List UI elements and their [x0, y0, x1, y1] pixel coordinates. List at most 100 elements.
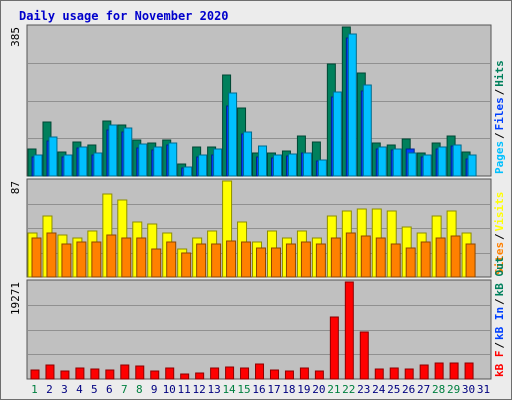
legend-kb-f: kB F — [493, 351, 506, 378]
bar-sites — [136, 237, 147, 278]
bar-sites — [285, 243, 296, 278]
day-label: 20 — [312, 383, 325, 396]
max-label: 19271 — [9, 282, 22, 315]
bar-kbytes — [150, 370, 160, 380]
bar-pages — [317, 159, 327, 177]
day-label: 22 — [342, 383, 355, 396]
bar-kbytes — [135, 365, 145, 380]
bar-sites — [390, 243, 401, 278]
day-label: 30 — [462, 383, 475, 396]
bar-kbytes — [359, 331, 369, 380]
legend-visits: Visits — [493, 192, 506, 232]
panel-3 — [26, 279, 492, 380]
label-separator: / — [493, 132, 506, 139]
bar-sites — [241, 241, 252, 278]
bar-kbytes — [464, 362, 474, 380]
bar-kbytes — [269, 369, 279, 380]
bar-kbytes — [404, 368, 414, 380]
bar-kbytes — [30, 369, 40, 380]
chart-title: Daily usage for November 2020 — [19, 9, 229, 23]
bar-sites — [121, 237, 132, 278]
bar-kbytes — [165, 367, 175, 380]
bar-kbytes — [75, 367, 85, 380]
bar-kbytes — [329, 316, 339, 380]
legend-sites: Sites — [493, 242, 506, 275]
bar-pages — [332, 91, 342, 177]
bar-kbytes — [434, 362, 444, 380]
day-label: 2 — [46, 383, 53, 396]
bar-pages — [362, 84, 372, 177]
bar-kbytes — [105, 369, 115, 380]
bar-kbytes — [180, 373, 190, 380]
day-label: 6 — [106, 383, 113, 396]
max-label: 87 — [9, 181, 22, 194]
day-label: 23 — [357, 383, 370, 396]
bar-pages — [467, 154, 477, 177]
day-label: 28 — [432, 383, 445, 396]
bar-pages — [78, 146, 88, 177]
bar-sites — [360, 235, 371, 278]
bar-pages — [243, 131, 253, 177]
bar-kbytes — [60, 370, 70, 380]
bar-pages — [33, 154, 43, 177]
bar-pages — [48, 136, 58, 177]
bar-sites — [226, 240, 237, 278]
bar-kbytes — [45, 364, 55, 380]
bar-pages — [452, 144, 462, 177]
bar-kbytes — [314, 370, 324, 380]
bar-sites — [315, 243, 326, 278]
label-separator: / — [493, 88, 506, 95]
legend-kb-in: kB In — [493, 307, 506, 340]
bar-pages — [287, 153, 297, 177]
bar-pages — [228, 92, 238, 177]
legend-pages: Pages — [493, 141, 506, 174]
bar-sites — [211, 243, 222, 278]
bar-sites — [405, 247, 416, 278]
day-label: 11 — [178, 383, 191, 396]
max-label: 385 — [9, 27, 22, 47]
bar-kbytes — [449, 362, 459, 380]
bar-sites — [46, 232, 57, 278]
label-separator: / — [493, 233, 506, 240]
day-label: 7 — [121, 383, 128, 396]
day-label: 17 — [267, 383, 280, 396]
bar-sites — [375, 237, 386, 278]
bar-pages — [198, 154, 208, 177]
day-label: 18 — [282, 383, 295, 396]
bar-kbytes — [374, 368, 384, 380]
bar-sites — [330, 237, 341, 278]
bar-kbytes — [344, 281, 354, 380]
day-label: 15 — [237, 383, 250, 396]
bar-pages — [153, 146, 163, 177]
bar-sites — [76, 241, 87, 278]
bar-pages — [123, 127, 133, 177]
bar-kbytes — [90, 368, 100, 380]
bar-sites — [300, 241, 311, 278]
day-label: 8 — [136, 383, 143, 396]
bar-pages — [272, 154, 282, 177]
bar-pages — [168, 142, 178, 177]
day-label: 29 — [447, 383, 460, 396]
day-label: 13 — [207, 383, 220, 396]
bar-kbytes — [389, 367, 399, 380]
legend-hits: Hits — [493, 60, 506, 87]
bar-pages — [377, 146, 387, 177]
day-label: 19 — [297, 383, 310, 396]
bar-pages — [63, 154, 73, 177]
bar-pages — [407, 152, 417, 177]
legend-kb-out: kB Out — [493, 257, 506, 297]
bar-kbytes — [195, 372, 205, 380]
bar-sites — [450, 235, 461, 278]
bar-sites — [106, 234, 117, 278]
day-label: 16 — [252, 383, 265, 396]
bar-sites — [181, 252, 192, 278]
bar-pages — [138, 143, 148, 177]
day-label: 9 — [151, 383, 158, 396]
bar-kbytes — [120, 364, 130, 380]
bar-sites — [196, 243, 207, 278]
label-separator: / — [493, 298, 506, 305]
label-separator: / — [493, 342, 506, 349]
bar-sites — [345, 232, 356, 278]
bar-kbytes — [299, 367, 309, 380]
